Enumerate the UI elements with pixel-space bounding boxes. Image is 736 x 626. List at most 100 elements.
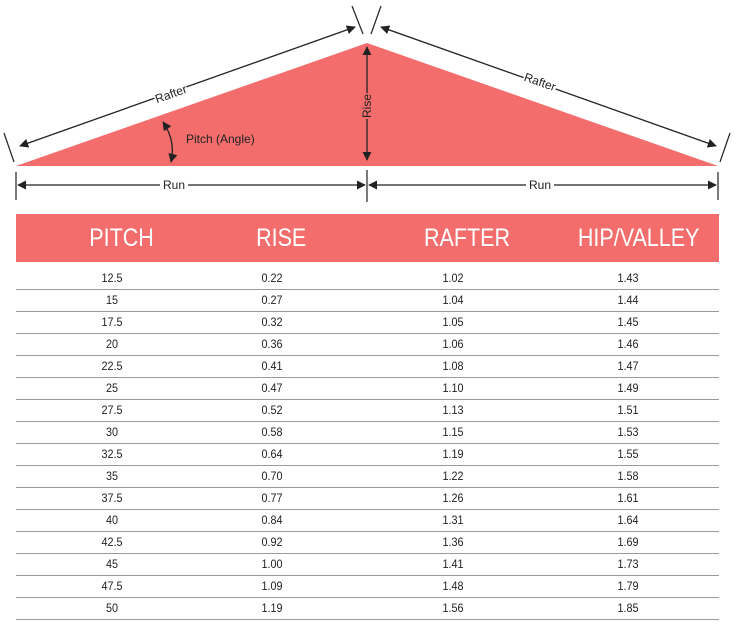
rise-label-bg [359,93,374,119]
pitch-cell: 35 [105,469,119,483]
hip-valley-cell: 1.58 [617,469,639,483]
table-row: 35 0.70 1.22 1.58 [16,466,719,488]
rafter-cell: 1.15 [442,425,464,439]
hip-valley-cell: 1.64 [617,513,639,527]
table-row: 37.5 0.77 1.26 1.61 [16,488,719,510]
header-rafter: RAFTER [424,224,510,252]
pitch-cell: 47.5 [101,579,123,593]
rise-cell: 0.92 [261,535,283,549]
pitch-cell: 17.5 [101,315,123,329]
rafter-left-label-bg [151,79,190,108]
table-row: 15 0.27 1.04 1.44 [16,290,719,312]
run-right-label: Run [529,178,551,192]
pitch-cell: 42.5 [101,535,123,549]
peak-tick-left [351,5,364,35]
rise-cell: 0.47 [261,381,283,395]
hip-valley-cell: 1.73 [617,557,639,571]
table-row: 45 1.00 1.41 1.73 [16,554,719,576]
rafter-cell: 1.22 [442,469,464,483]
pitch-cell: 12.5 [101,271,123,285]
pitch-arc-arrow [162,121,178,163]
rafter-cell: 1.26 [442,491,464,505]
header-hip-valley: HIP/VALLEY [577,224,700,252]
rise-cell: 0.27 [261,293,283,307]
rise-cell: 0.58 [261,425,283,439]
rise-cell: 1.00 [261,557,283,571]
rafter-right-label-bg [521,67,560,96]
table-row: 25 0.47 1.10 1.49 [16,378,719,400]
rise-cell: 0.41 [261,359,283,373]
pitch-cell: 22.5 [101,359,123,373]
rise-cell: 1.09 [261,579,283,593]
rafter-cell: 1.56 [442,601,464,615]
rafter-left-arrow [19,25,356,148]
header-pitch: PITCH [89,224,154,252]
rafter-cell: 1.02 [442,271,464,285]
rafter-cell: 1.06 [442,337,464,351]
table-row: 17.5 0.32 1.05 1.45 [16,312,719,334]
hip-valley-cell: 1.61 [617,491,639,505]
pitch-cell: 37.5 [101,491,123,505]
rise-label: Rise [360,94,374,118]
run-right-label-bg [526,177,554,193]
rise-cell: 0.32 [261,315,283,329]
pitch-cell: 27.5 [101,403,123,417]
pitch-cell: 40 [105,513,119,527]
rafter-cell: 1.36 [442,535,464,549]
table-row: 27.5 0.52 1.13 1.51 [16,400,719,422]
rafter-cell: 1.41 [442,557,464,571]
hip-valley-cell: 1.44 [617,293,639,307]
run-left-label-bg [160,177,188,193]
peak-tick-right [370,5,382,35]
rafter-cell: 1.31 [442,513,464,527]
rise-cell: 0.36 [261,337,283,351]
pitch-cell: 25 [105,381,119,395]
hip-valley-cell: 1.43 [617,271,639,285]
table-row: 22.5 0.41 1.08 1.47 [16,356,719,378]
rafter-cell: 1.10 [442,381,464,395]
roof-pitch-diagram: Rafter Rafter Pitch (Angle) Rise Run Run [3,5,731,202]
hip-valley-cell: 1.51 [617,403,639,417]
header-rise: RISE [256,224,307,252]
hip-valley-cell: 1.49 [617,381,639,395]
hip-valley-cell: 1.85 [617,601,639,615]
hip-valley-cell: 1.45 [617,315,639,329]
rafter-cell: 1.48 [442,579,464,593]
table-row: 42.5 0.92 1.36 1.69 [16,532,719,554]
rise-cell: 0.22 [261,271,283,285]
pitch-cell: 50 [105,601,119,615]
table-row: 20 0.36 1.06 1.46 [16,334,719,356]
pitch-table-body: 12.5 0.22 1.02 1.43 15 0.27 1.04 1.44 17.5 0.32 1.… [16,268,719,620]
table-row: 32.5 0.64 1.19 1.55 [16,444,719,466]
pitch-cell: 32.5 [101,447,123,461]
rafter-cell: 1.13 [442,403,464,417]
hip-valley-cell: 1.47 [617,359,639,373]
pitch-cell: 20 [105,337,119,351]
table-row: 50 1.19 1.56 1.85 [16,598,719,620]
rafter-cell: 1.05 [442,315,464,329]
run-left-label: Run [163,178,185,192]
hip-valley-cell: 1.79 [617,579,639,593]
rise-cell: 0.52 [261,403,283,417]
rise-cell: 0.77 [261,491,283,505]
hip-valley-cell: 1.46 [617,337,639,351]
pitch-cell: 30 [105,425,119,439]
hip-valley-cell: 1.69 [617,535,639,549]
rise-cell: 0.84 [261,513,283,527]
rafter-cell: 1.19 [442,447,464,461]
pitch-cell: 15 [105,293,119,307]
rafter-cell: 1.04 [442,293,464,307]
table-header: PITCH RISE RAFTER HIP/VALLEY [16,214,719,262]
rise-cell: 0.64 [261,447,283,461]
rise-cell: 1.19 [261,601,283,615]
rise-cell: 0.70 [261,469,283,483]
table-row: 47.5 1.09 1.48 1.79 [16,576,719,598]
rafter-cell: 1.08 [442,359,464,373]
pitch-label: Pitch (Angle) [186,132,255,146]
hip-valley-cell: 1.55 [617,447,639,461]
table-row: 30 0.58 1.15 1.53 [16,422,719,444]
table-row: 12.5 0.22 1.02 1.43 [16,268,719,290]
table-row: 40 0.84 1.31 1.64 [16,510,719,532]
eave-tick-right [719,132,731,163]
hip-valley-cell: 1.53 [617,425,639,439]
